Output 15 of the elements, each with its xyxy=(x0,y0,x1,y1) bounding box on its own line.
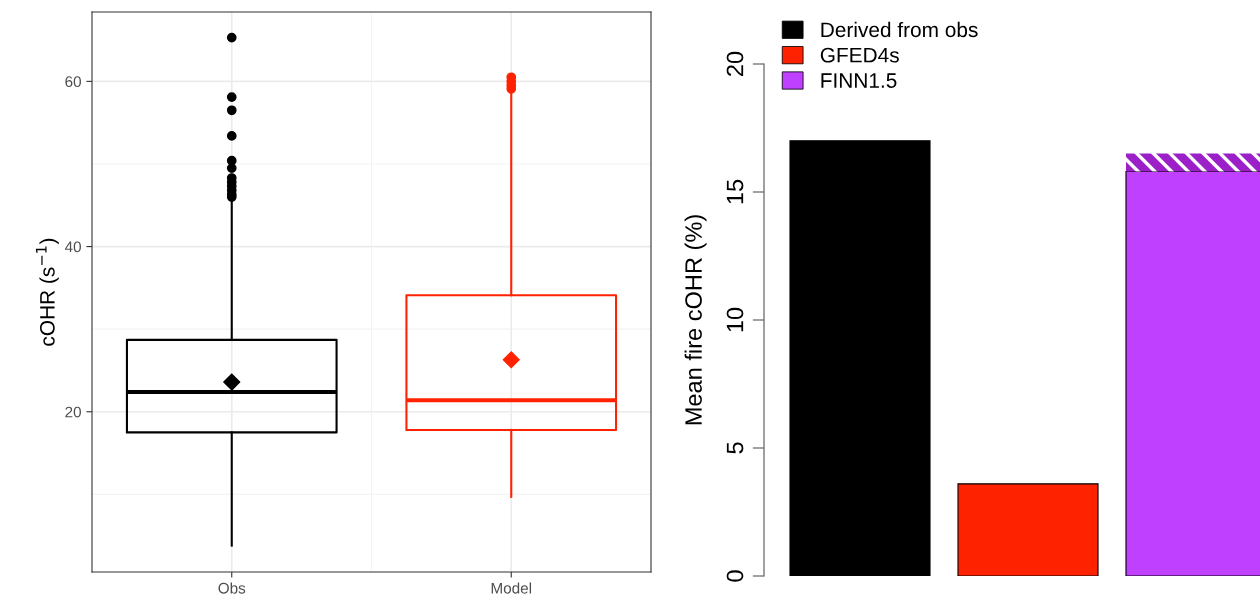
y-tick-label: 20 xyxy=(65,406,81,418)
legend-label: Derived from obs xyxy=(821,21,978,38)
y-tick-label: 20 xyxy=(726,51,744,76)
y-tick-label: 40 xyxy=(64,241,81,253)
y-tick-label: 60 xyxy=(65,76,81,88)
x-tick-label: Obs xyxy=(218,582,246,594)
x-tick-label: Model xyxy=(491,582,532,594)
y-tick-label: 0 xyxy=(726,570,744,582)
y-tick-label: 5 xyxy=(726,442,744,454)
y-axis-title: Mean fire cOHR (%) xyxy=(684,215,707,425)
y-tick-label: 10 xyxy=(726,307,744,332)
legend-label: GFED4s xyxy=(820,47,899,63)
legend-label: FINN1.5 xyxy=(821,73,897,88)
y-axis-title: cOHR (s$^{−1}$) xyxy=(35,238,59,346)
y-tick-label: 15 xyxy=(726,179,744,204)
